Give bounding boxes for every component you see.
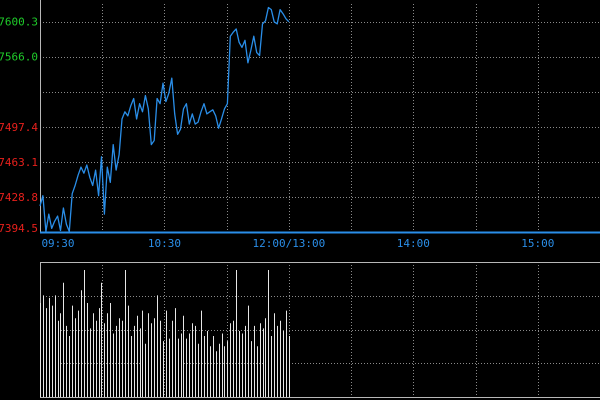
price-tick-label: 7566.0 bbox=[0, 51, 38, 64]
price-series-line bbox=[39, 6, 290, 233]
time-tick-label: 14:00 bbox=[397, 237, 430, 250]
time-tick-label: 09:30 bbox=[41, 237, 74, 250]
volume-bars bbox=[40, 270, 290, 397]
price-grid bbox=[40, 4, 600, 233]
price-tick-label: 7497.4 bbox=[0, 121, 38, 134]
time-tick-label: 10:30 bbox=[148, 237, 181, 250]
time-tick-label: 15:00 bbox=[521, 237, 554, 250]
price-tick-label: 7394.5 bbox=[0, 222, 38, 235]
price-tick-label: 7463.1 bbox=[0, 156, 38, 169]
time-axis: 09:30 10:30 12:00/13:00 14:00 15:00 bbox=[41, 237, 554, 250]
price-axis: 7600.3 7566.0 7497.4 7463.1 7428.8 7394.5 bbox=[0, 16, 38, 235]
time-tick-label: 12:00/13:00 bbox=[252, 237, 325, 250]
price-tick-label: 7600.3 bbox=[0, 16, 38, 29]
price-frame bbox=[40, 0, 600, 234]
price-line-group bbox=[39, 6, 290, 233]
volume-grid bbox=[40, 262, 600, 397]
price-tick-label: 7428.8 bbox=[0, 191, 38, 204]
